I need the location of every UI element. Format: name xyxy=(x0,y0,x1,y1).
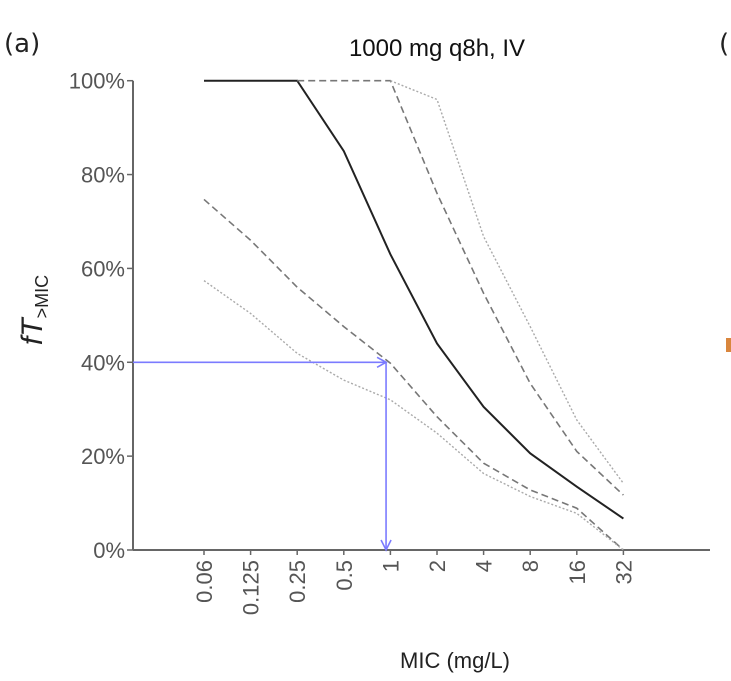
next-panel-label-fragment: ( xyxy=(719,29,729,59)
y-tick-label: 20% xyxy=(81,444,125,469)
series-line-4-dashed xyxy=(203,198,624,551)
x-tick-label: 0.06 xyxy=(192,560,217,603)
series-line-1-solid xyxy=(204,79,624,520)
x-tick-label: 2 xyxy=(425,560,450,572)
series-line-5-dotted xyxy=(203,280,624,551)
y-tick-label: 100% xyxy=(69,69,125,94)
x-tick-label: 16 xyxy=(565,560,590,584)
chart-title: 1000 mg q8h, IV xyxy=(349,35,525,62)
y-tick-label: 80% xyxy=(81,163,125,188)
x-tick-label: 32 xyxy=(611,560,636,584)
x-tick-label: 0.125 xyxy=(239,560,264,615)
series-line-2-dashed xyxy=(297,79,624,496)
y-axis-title-sub: >MIC xyxy=(32,275,52,319)
x-tick-label: 0.5 xyxy=(332,560,357,591)
series-line-3-dotted xyxy=(390,80,624,484)
annotation-arrowhead-down xyxy=(380,539,392,552)
x-tick-label: 8 xyxy=(518,560,543,572)
panel-label: (a) xyxy=(4,29,40,59)
x-tick-label: 0.25 xyxy=(285,560,310,603)
y-axis-title-main: fT xyxy=(16,316,49,345)
x-tick-label: 1 xyxy=(378,560,403,572)
y-tick-label: 0% xyxy=(93,538,125,563)
series-group xyxy=(203,79,624,551)
next-panel-fragment-mark xyxy=(726,338,731,352)
y-tick-label: 60% xyxy=(81,256,125,281)
x-axis-title: MIC (mg/L) xyxy=(400,648,510,673)
x-tick-label: 4 xyxy=(472,560,497,572)
annotation-arrows xyxy=(133,356,392,552)
y-axis-title: fT>MIC xyxy=(16,275,52,345)
axes: 0% 20% 40% 60% 80% 100% 0.06 0.125 0.25 0.5 1 2 4 8 16… xyxy=(69,69,710,615)
y-tick-label: 40% xyxy=(81,350,125,375)
